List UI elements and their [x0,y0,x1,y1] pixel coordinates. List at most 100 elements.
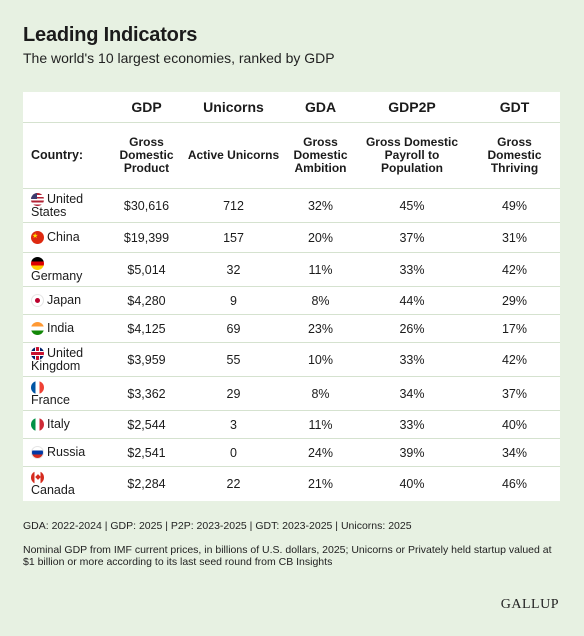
page-title: Leading Indicators [23,24,198,46]
gdp2p-cell: 33% [399,352,425,367]
italy-flag-icon [31,418,44,431]
country-cell: Germany [23,256,112,283]
japan-flag-icon [31,294,44,307]
gdt-cell: 42% [501,262,528,277]
gdp-cell: $2,541 [127,445,166,460]
gdt-cell: 34% [501,445,528,460]
gdp2p-cell: 45% [399,198,425,213]
france-flag-icon [31,380,44,394]
gdp-cell: $3,362 [127,386,166,401]
country-cell: India [23,322,112,335]
header-row-abbr: GDP Unicorns GDA GDP2P GDT [23,92,560,123]
table-row: Italy $2,544 3 11% 33% 40% [23,411,560,439]
gdp2p-cell: 34% [399,386,425,401]
gdt-cell: 49% [501,198,528,213]
table-row: Germany $5,014 32 11% 33% 42% [23,253,560,287]
country-cell: Italy [23,418,112,431]
gdp-cell: $3,959 [127,352,166,367]
gdt-cell: 42% [501,352,528,367]
header-row-full: Country: Gross Domestic Product Active U… [23,123,560,189]
unicorns-cell: 22 [226,477,241,491]
gdp-cell: $4,125 [127,321,166,336]
header-abbr-gdp: GDP [131,99,162,115]
table-row: Canada $2,284 22 21% 40% 46% [23,467,560,501]
table-row: China $19,399 157 20% 37% 31% [23,223,560,253]
country-cell: China [23,231,112,244]
gallup-logo: GALLUP [500,597,559,612]
unicorns-cell: 157 [223,230,244,245]
gda-cell: 23% [307,321,334,336]
us-flag-icon [31,192,44,206]
gda-cell: 21% [307,477,334,491]
gda-cell: 20% [307,230,334,245]
india-flag-icon [31,322,44,335]
gdt-cell: 46% [501,477,528,491]
gdp2p-cell: 40% [399,477,425,491]
gdp2p-cell: 39% [399,445,425,460]
gdp2p-cell: 33% [399,417,425,432]
country-name-line1: Japan [47,293,82,307]
gda-cell: 8% [311,386,330,401]
unicorns-cell: 712 [223,198,244,213]
unicorns-cell: 55 [226,352,241,367]
gdp-cell: $2,544 [127,417,166,432]
table-row: India $4,125 69 23% 26% 17% [23,315,560,343]
country-cell: Japan [23,294,112,307]
table-row: United States $30,616 712 32% 45% 49% [23,189,560,223]
header-full-gdp2p: Gross Domestic Payroll to Population [365,135,459,175]
gdp-cell: $19,399 [123,230,170,245]
uk-flag-icon [31,346,44,360]
source-note: Nominal GDP from IMF current prices, in … [23,544,552,568]
unicorns-cell: 32 [226,262,241,277]
unicorns-cell: 69 [226,321,241,336]
table-body: UnitedStates$30,61671232%45%49%China$19,… [23,189,560,501]
country-name-line1: United [47,345,84,360]
header-full-gdp: Gross Domestic Product [119,135,174,175]
gdp2p-cell: 33% [399,262,425,277]
header-country: Country: [31,148,84,162]
country-name-line2: France [31,392,70,407]
country-cell: United Kingdom [23,345,112,373]
header-abbr-gdt: GDT [499,99,530,115]
header-abbr-unicorns: Unicorns [203,99,264,115]
gda-cell: 32% [307,198,334,213]
gda-cell: 11% [308,417,333,432]
country-name-line1: United [47,191,84,206]
page-subtitle: The world's 10 largest economies, ranked… [23,50,335,66]
gda-cell: 11% [308,262,333,277]
gdp2p-cell: 26% [399,321,425,336]
unicorns-cell: 29 [226,386,241,401]
gdp-cell: $2,284 [127,477,166,491]
country-name-line2: Canada [31,483,75,497]
unicorns-cell: 3 [230,417,237,432]
table-row: United Kingdom $3,959 55 10% 33% 42% [23,343,560,377]
indicators-table: GDP Unicorns GDA GDP2P GDT Country: Gros… [23,92,560,501]
header-abbr-gda: GDA [304,99,337,115]
table-row: Russia $2,541 0 24% 39% 34% [23,439,560,467]
gda-cell: 24% [307,445,334,460]
gdp2p-cell: 37% [399,230,425,245]
russia-flag-icon [31,446,44,459]
gdp-cell: $5,014 [127,262,166,277]
china-flag-icon [31,231,44,244]
header-full-gda: Gross Domestic Ambition [293,135,348,175]
country-cell: United States [23,191,112,219]
canada-flag-icon [31,471,44,484]
gda-cell: 10% [307,352,334,367]
header-abbr-gdp2p: GDP2P [388,99,436,115]
gdp-cell: $30,616 [123,198,170,213]
country-name-line2: Germany [31,268,83,283]
country-name-line1: Italy [47,417,70,431]
country-cell: Canada [23,471,112,497]
gdp2p-cell: 44% [399,293,425,308]
country-name-line1: India [47,321,75,335]
gdt-cell: 37% [501,386,528,401]
table-row: France $3,362 29 8% 34% 37% [23,377,560,411]
unicorns-cell: 0 [230,445,237,460]
country-name-line2: States [31,204,67,219]
gda-cell: 8% [311,293,330,308]
gdt-cell: 31% [501,230,528,245]
germany-flag-icon [31,256,44,270]
gdt-cell: 29% [501,293,528,308]
header-full-gdt: Gross Domestic Thriving [487,135,542,175]
